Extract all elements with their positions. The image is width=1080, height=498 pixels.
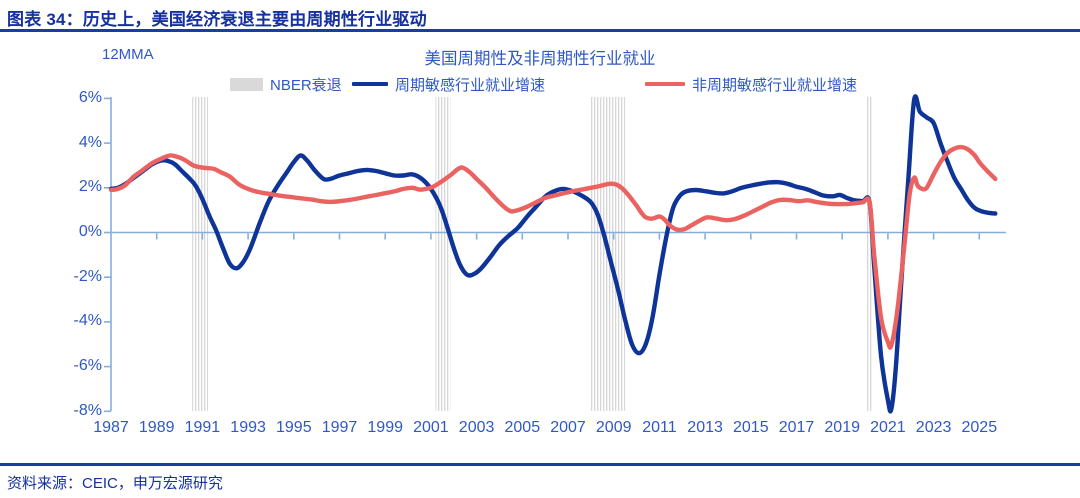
legend-label: 非周期敏感行业就业增速 [692,76,858,94]
x-tick-label: 2017 [778,419,815,436]
y-tick-label: 6% [78,88,102,106]
x-tick-label: 2005 [504,419,541,436]
legend-item: 周期敏感行业就业增速 [352,73,545,95]
x-tick-label: 2011 [642,419,677,436]
x-tick-label: 1999 [367,419,403,436]
x-tick-label: 1995 [276,419,312,436]
x-tick-label: 1987 [93,419,129,436]
cyclical-employment-line [108,94,998,414]
footer-rule [0,463,1080,466]
y-tick-label: 2% [78,178,102,196]
x-tick-label: 1989 [138,419,175,436]
y-tick-label: 4% [78,133,102,151]
x-tick-label: 2025 [961,419,998,436]
y-axis-note: 12MMA [102,46,154,63]
legend-item: 非周期敏感行业就业增速 [645,73,857,95]
x-tick-label: 2013 [687,419,723,436]
recession-band [192,97,209,411]
figure-title: 图表 34：历史上，美国经济衰退主要由周期性行业驱动 [7,10,427,29]
legend-item: NBER衰退 [230,73,342,95]
y-tick-label: -4% [73,312,102,330]
y-tick-label: -2% [73,267,102,285]
line-swatch-icon [352,81,388,87]
x-tick-label: 1991 [184,419,221,436]
line-swatch-icon [645,81,685,87]
y-tick-label: -8% [73,401,102,419]
y-tick-label: -6% [73,357,102,375]
legend-label: 周期敏感行业就业增速 [395,76,546,94]
recession-band [435,97,451,411]
source-note: 资料来源：CEIC，申万宏源研究 [7,475,223,492]
x-tick-label: 1993 [230,419,266,436]
legend: NBER衰退 周期敏感行业就业增速 非周期敏感行业就业增速 [0,73,1080,95]
x-tick-label: 2001 [413,419,449,436]
x-tick-label: 2019 [824,419,860,436]
recession-swatch-icon [230,77,263,91]
x-tick-label: 2007 [550,419,586,436]
x-tick-label: 2003 [458,419,495,436]
x-tick-label: 2021 [870,419,906,436]
chart-title: 美国周期性及非周期性行业就业 [424,50,656,68]
x-tick-label: 2023 [915,419,952,436]
recession-band [866,97,873,411]
legend-label: NBER衰退 [270,76,342,94]
x-tick-label: 2015 [733,419,769,436]
recession-band [589,97,626,411]
header-rule [0,29,1080,32]
x-tick-label: 1997 [321,419,358,436]
y-tick-label: 0% [78,223,102,240]
noncyclical-employment-line [108,144,998,350]
x-tick-label: 2009 [595,419,632,436]
